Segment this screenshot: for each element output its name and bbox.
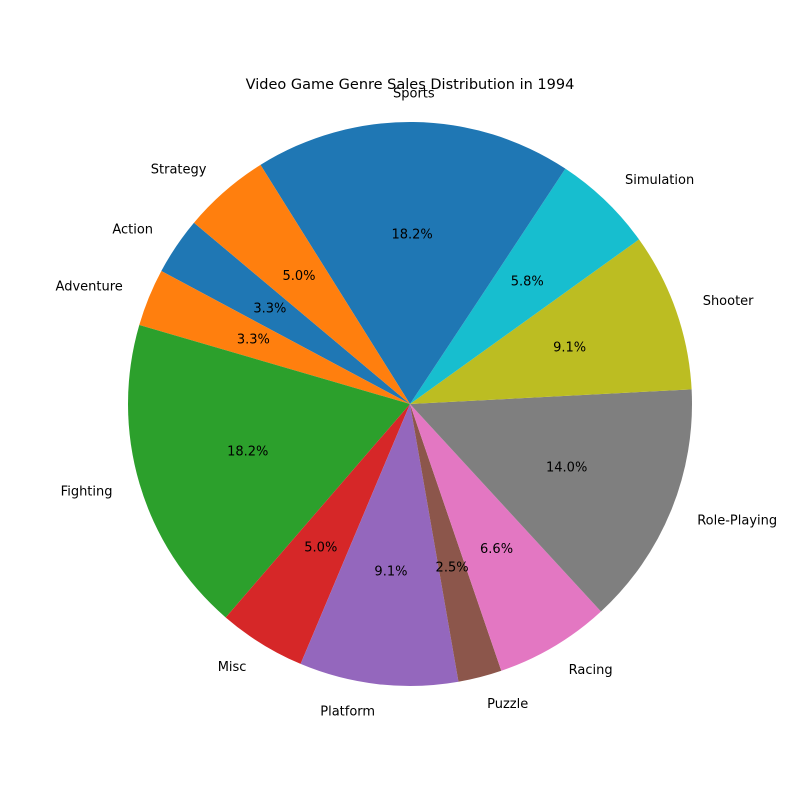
pie-category-label: Simulation bbox=[625, 173, 694, 188]
pie-category-label: Sports bbox=[393, 86, 435, 101]
pie-category-label: Puzzle bbox=[487, 697, 528, 712]
pie-percent-label: 18.2% bbox=[391, 227, 432, 242]
pie-slices bbox=[127, 122, 692, 687]
pie-percent-label: 5.0% bbox=[304, 540, 337, 555]
pie-slice-fighting bbox=[127, 325, 410, 618]
pie-category-label: Action bbox=[112, 223, 153, 238]
pie-slice-misc bbox=[225, 404, 410, 664]
pie-slice-puzzle bbox=[410, 404, 502, 682]
pie-category-labels: Action Adventure Fighting Misc Platform Puzzl… bbox=[56, 86, 778, 719]
pie-slice-action bbox=[161, 222, 410, 404]
pie-percent-label: 5.0% bbox=[282, 269, 315, 284]
pie-slice-platform bbox=[300, 404, 459, 687]
pie-slice-strategy bbox=[193, 164, 410, 404]
pie-percent-label: 18.2% bbox=[227, 444, 268, 459]
pie-percent-label: 3.3% bbox=[253, 302, 286, 317]
pie-percent-label: 5.8% bbox=[511, 275, 544, 290]
pie-percent-label: 9.1% bbox=[374, 565, 407, 580]
pie-percent-label: 2.5% bbox=[436, 560, 469, 575]
chart-title: Video Game Genre Sales Distribution in 1… bbox=[246, 77, 575, 93]
pie-slice-sports bbox=[260, 122, 566, 405]
pie-category-label: Racing bbox=[569, 663, 613, 678]
pie-slice-racing bbox=[410, 404, 601, 671]
pie-category-label: Adventure bbox=[56, 279, 123, 294]
pie-slice-adventure bbox=[139, 271, 411, 404]
pie-category-label: Strategy bbox=[151, 162, 207, 177]
pie-category-label: Fighting bbox=[61, 484, 113, 499]
pie-category-label: Role-Playing bbox=[697, 514, 777, 529]
pie-slice-simulation bbox=[410, 168, 639, 404]
pie-percent-label: 14.0% bbox=[546, 460, 587, 475]
pie-category-label: Platform bbox=[320, 705, 375, 720]
pie-percent-label: 9.1% bbox=[553, 340, 586, 355]
pie-percent-label: 6.6% bbox=[480, 542, 513, 557]
pie-category-label: Misc bbox=[218, 660, 247, 675]
pie-slice-role-playing bbox=[410, 389, 692, 612]
pie-percent-label: 3.3% bbox=[237, 333, 270, 348]
pie-slice-shooter bbox=[410, 239, 692, 404]
pie-percent-labels: 3.3% 3.3% 18.2% 5.0% 9.1% 2.5% 6.6% 14.0% 9.1% 5.… bbox=[227, 227, 587, 579]
pie-category-label: Shooter bbox=[703, 294, 754, 309]
